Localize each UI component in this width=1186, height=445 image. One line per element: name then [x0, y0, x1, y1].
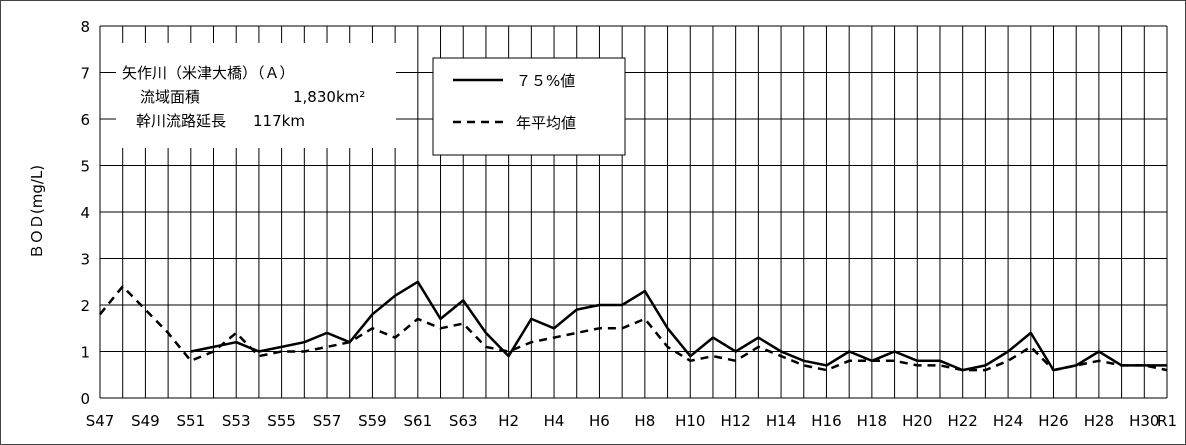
x-tick-label: S47 [86, 412, 115, 430]
x-tick-label: S57 [313, 412, 342, 430]
x-tick-label: H24 [993, 412, 1023, 430]
x-tick-label: H18 [857, 412, 887, 430]
legend-label-75pct: ７５%値 [516, 72, 575, 90]
x-tick-label: H22 [947, 412, 977, 430]
info-box-background [116, 43, 396, 148]
y-tick-label: 0 [80, 390, 90, 408]
x-tick-label: H10 [675, 412, 705, 430]
x-tick-label: S53 [222, 412, 251, 430]
series-line-annual-mean [99, 285, 1168, 372]
x-tick-label: H30 [1129, 412, 1159, 430]
y-tick-label: 3 [80, 251, 90, 269]
x-tick-label: S49 [131, 412, 160, 430]
x-tick-label: H28 [1084, 412, 1114, 430]
x-axis-ticks: S47 S49 S51 S53 S55 S57 S59 S61 S63 H2 H4 H6 H8 H10 H1… [86, 412, 1177, 430]
y-tick-label: 4 [80, 204, 90, 222]
x-tick-label: S51 [177, 412, 206, 430]
y-tick-label: 2 [80, 297, 90, 315]
y-axis-ticks: 0 1 2 3 4 5 6 7 8 [80, 18, 90, 408]
series-line-75pct [190, 280, 1167, 372]
y-tick-label: 6 [80, 111, 90, 129]
x-tick-label: H20 [902, 412, 932, 430]
x-tick-label: R1 [1157, 412, 1177, 430]
legend-box [432, 57, 626, 156]
legend: ７５%値 年平均値 [432, 57, 626, 156]
y-tick-label: 8 [80, 18, 90, 36]
y-tick-label: 7 [80, 65, 90, 83]
x-tick-label: H6 [589, 412, 610, 430]
info-basin-area-value: 1,830km² [293, 88, 365, 106]
info-river-length-label: 幹川流路延長 [136, 112, 226, 130]
info-basin-area-label: 流域面積 [140, 88, 200, 106]
x-tick-label: H2 [498, 412, 519, 430]
y-tick-label: 5 [80, 158, 90, 176]
x-tick-label: H14 [766, 412, 796, 430]
x-tick-label: S61 [404, 412, 433, 430]
x-tick-label: S55 [267, 412, 296, 430]
x-tick-label: H12 [720, 412, 750, 430]
info-river-name: 矢作川（米津大橋）（Ａ） [122, 64, 295, 82]
x-tick-label: H26 [1038, 412, 1068, 430]
x-tick-label: H8 [634, 412, 655, 430]
legend-label-annual-mean: 年平均値 [516, 114, 576, 132]
series-lines [99, 280, 1168, 372]
info-box: 矢作川（米津大橋）（Ａ） 流域面積 1,830km² 幹川流路延長 117km [116, 43, 396, 148]
y-tick-label: 1 [80, 344, 90, 362]
x-tick-label: H4 [544, 412, 565, 430]
x-tick-label: S63 [449, 412, 478, 430]
y-axis-label: ＢＯＤ(mg/L) [28, 165, 46, 259]
x-tick-label: S59 [358, 412, 387, 430]
x-tick-label: H16 [811, 412, 841, 430]
info-river-length-value: 117km [253, 112, 305, 130]
